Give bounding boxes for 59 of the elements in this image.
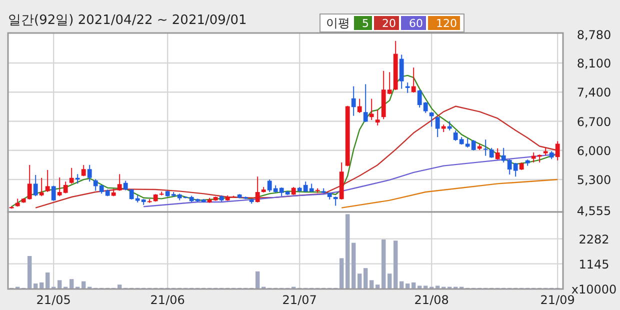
- bar: [388, 274, 392, 289]
- x-tick-label: 21/06: [150, 293, 185, 307]
- candlestick: [489, 147, 494, 158]
- text: 20: [382, 17, 396, 30]
- bar: [58, 280, 62, 289]
- bar: [70, 279, 74, 289]
- x-tick-label: 21/05: [36, 293, 71, 307]
- bar: [346, 214, 350, 289]
- bar: [364, 268, 368, 289]
- y-tick-label: 6,000: [576, 144, 612, 158]
- candlestick: [75, 174, 80, 184]
- legend-title: 이평: [326, 16, 350, 30]
- bar: [352, 242, 356, 289]
- bar: [358, 274, 362, 289]
- candlestick: [255, 176, 260, 203]
- candlestick: [495, 148, 500, 160]
- y-tick-label: 8,780: [576, 28, 612, 42]
- candlestick: [411, 67, 416, 94]
- candlestick: [435, 116, 440, 138]
- y-tick-label: 7,400: [576, 86, 612, 100]
- candlestick: [333, 196, 338, 206]
- text: 5: [362, 17, 369, 30]
- text: 60: [409, 17, 423, 30]
- candlestick: [429, 112, 434, 128]
- bar: [370, 280, 374, 289]
- y-tick-label: 4,555: [576, 204, 612, 218]
- bar: [340, 258, 344, 289]
- x-tick-label: 21/08: [414, 293, 449, 307]
- candlestick: [447, 120, 452, 131]
- candlestick: [123, 180, 128, 191]
- candlestick: [39, 177, 44, 197]
- candlestick: [45, 169, 50, 193]
- text: 120: [436, 17, 457, 30]
- bar: [46, 272, 50, 289]
- candlestick: [117, 174, 122, 192]
- candlestick: [375, 110, 380, 126]
- candlestick: [483, 139, 488, 156]
- y-tick-label: 8,100: [576, 56, 612, 70]
- y-tick-label: 5,300: [576, 173, 612, 188]
- candlestick: [399, 54, 404, 90]
- bar: [382, 240, 386, 289]
- candlestick: [351, 86, 356, 116]
- chart-title: 일간(92일) 2021/04/22 ~ 2021/09/01: [8, 13, 247, 28]
- candlestick: [363, 84, 368, 123]
- candlestick: [555, 140, 560, 161]
- candlestick: [51, 185, 56, 202]
- candlestick: [33, 174, 38, 197]
- candlestick: [369, 98, 374, 120]
- candlestick: [357, 98, 362, 114]
- y-tick-label: 6,700: [576, 114, 612, 129]
- bar: [256, 271, 260, 289]
- y-tick-label: 2282: [578, 232, 610, 246]
- candlestick: [87, 164, 92, 182]
- bar: [394, 240, 398, 289]
- candlestick: [69, 167, 74, 184]
- x-tick-label: 21/07: [282, 293, 317, 307]
- y-tick-label: 1145: [578, 257, 610, 272]
- bar: [28, 256, 32, 289]
- candlestick: [405, 82, 410, 94]
